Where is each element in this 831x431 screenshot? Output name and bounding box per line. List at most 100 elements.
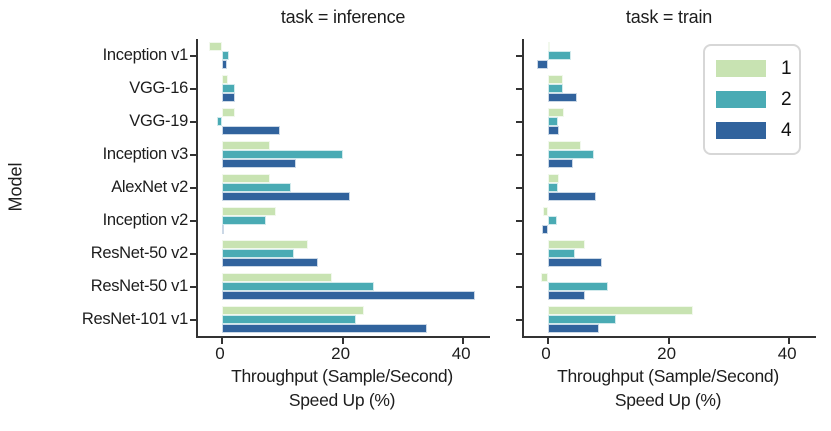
- x-tick-label: 0: [215, 344, 225, 363]
- bar: [548, 93, 577, 103]
- bar: [222, 83, 236, 94]
- y-tick-mark: [516, 285, 522, 288]
- facet-panel-train: task = train 0 20 40 Throughput (Sample/Seco…: [516, 0, 816, 431]
- y-tick-mark: [190, 54, 196, 57]
- bar: [541, 225, 548, 235]
- y-tick-mark: [516, 153, 522, 156]
- y-tick-label: Inception v1: [102, 46, 189, 64]
- y-tick-mark: [516, 120, 522, 123]
- bar: [548, 291, 585, 301]
- legend-label: 1: [781, 57, 792, 79]
- bar: [222, 173, 271, 183]
- y-tick-mark: [190, 318, 196, 321]
- bar: [548, 74, 564, 84]
- bar: [222, 140, 271, 150]
- bar: [222, 206, 277, 216]
- x-tick-mark: [547, 338, 549, 344]
- legend-swatch: [716, 60, 766, 77]
- bar: [548, 159, 574, 169]
- bar: [548, 192, 596, 202]
- bar: [222, 182, 291, 193]
- bar: [222, 305, 365, 315]
- y-tick-mark: [516, 186, 522, 189]
- y-tick-label: AlexNet v2: [111, 178, 188, 196]
- y-tick-mark: [516, 252, 522, 255]
- bar: [222, 248, 294, 259]
- y-tick-mark: [516, 54, 522, 57]
- y-tick-mark: [190, 285, 196, 288]
- y-tick-label: ResNet-50 v1: [90, 277, 189, 295]
- x-tick-mark: [341, 338, 344, 344]
- bar: [548, 239, 586, 249]
- x-tick-label: 20: [657, 344, 677, 363]
- y-tick-mark: [190, 252, 196, 255]
- bar: [541, 272, 548, 282]
- y-tick-label: VGG-16: [129, 79, 188, 97]
- facet-title: task = train: [625, 7, 713, 27]
- bar: [548, 116, 558, 127]
- x-axis-label-line1: Throughput (Sample/Second): [231, 366, 453, 386]
- bar: [548, 248, 575, 259]
- bar: [222, 50, 230, 61]
- bar: [543, 206, 548, 216]
- legend: 1 2 4: [703, 44, 801, 155]
- bar: [216, 116, 222, 127]
- bar: [548, 314, 617, 325]
- bar: [222, 74, 229, 84]
- plot-area: [190, 39, 490, 344]
- facet-panel-inference: task = inference 0 20 40 Throughput (Sample/…: [190, 0, 490, 431]
- x-tick-mark: [667, 338, 670, 344]
- x-axis-label-line2: Speed Up (%): [614, 390, 722, 410]
- y-tick-mark: [190, 219, 196, 222]
- y-tick-mark: [190, 87, 196, 90]
- bar: [222, 149, 343, 160]
- bar: [222, 225, 225, 235]
- x-tick-mark: [788, 338, 791, 344]
- bar: [222, 272, 333, 282]
- legend-label: 2: [781, 88, 792, 110]
- bar: [548, 215, 558, 226]
- bar: [222, 126, 280, 136]
- bar: [548, 41, 550, 51]
- x-axis-label-line2: Speed Up (%): [288, 390, 396, 410]
- x-tick-mark: [462, 338, 465, 344]
- bar: [222, 281, 374, 292]
- bar: [222, 324, 428, 334]
- x-tick-label: 20: [331, 344, 351, 363]
- bar: [548, 173, 560, 183]
- bar: [222, 159, 297, 169]
- y-tick-mark: [516, 87, 522, 90]
- x-tick-label: 40: [451, 344, 471, 363]
- bar: [222, 60, 228, 70]
- bar: [548, 305, 693, 315]
- y-tick-label: ResNet-50 v2: [90, 244, 189, 262]
- x-tick-label: 40: [777, 344, 797, 363]
- x-axis-label-line1: Throughput (Sample/Second): [557, 366, 779, 386]
- bar: [548, 149, 595, 160]
- bar: [222, 215, 267, 226]
- bar: [548, 50, 571, 61]
- bar: [222, 192, 350, 202]
- bar: [548, 182, 559, 193]
- y-tick-label: ResNet-101 v1: [81, 310, 188, 328]
- y-tick-mark: [516, 219, 522, 222]
- bar: [548, 107, 565, 117]
- bar: [548, 140, 582, 150]
- legend-entry: 2: [716, 84, 799, 115]
- y-tick-label: Inception v2: [102, 211, 189, 229]
- bar: [536, 60, 548, 70]
- x-tick-label: 0: [541, 344, 551, 363]
- y-tick-mark: [190, 120, 196, 123]
- bar: [222, 239, 308, 249]
- x-tick-mark: [221, 338, 223, 344]
- bar: [208, 41, 222, 51]
- y-tick-label: Inception v3: [102, 145, 189, 163]
- bar: [222, 93, 235, 103]
- legend-swatch: [716, 122, 766, 139]
- legend-entry: 1: [716, 53, 799, 84]
- legend-swatch: [716, 91, 766, 108]
- bar: [548, 83, 564, 94]
- y-tick-mark: [190, 186, 196, 189]
- y-tick-mark: [516, 318, 522, 321]
